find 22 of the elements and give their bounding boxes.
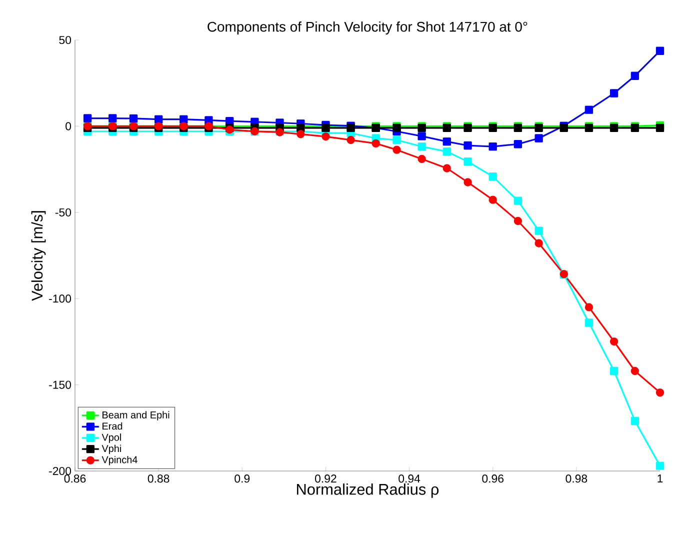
y-tick-label: 0 [66,122,72,130]
x-tick-label: 0.88 [148,474,170,483]
x-tick-label: 0.86 [64,474,86,483]
legend-label: Vphi [102,444,121,454]
legend-label: Beam and Ephi [102,411,170,420]
x-tick-label: 0.96 [482,474,504,483]
y-tick-label: -100 [49,294,72,303]
x-tick-label: 0.92 [315,474,336,483]
x-tick-label: 0.94 [398,474,420,483]
x-tick-label: 0.98 [566,474,588,483]
y-tick-label: -50 [55,208,72,216]
x-tick-label: 0.9 [234,474,250,483]
legend-label: Vpol [102,434,121,443]
legend-label: Erad [102,422,122,430]
x-tick-label: 1 [658,474,663,482]
chart-title: Components of Pinch Velocity for Shot 147170 at 0° [208,21,528,34]
y-tick-label: -150 [49,380,72,389]
y-tick-label: 50 [59,36,72,44]
x-axis-title: Normalized Radius ρ [297,483,439,498]
y-tick-label: -200 [49,466,72,476]
y-axis-title: Velocity [m/s] [31,211,46,301]
legend-label: Vpinch4 [102,456,138,466]
